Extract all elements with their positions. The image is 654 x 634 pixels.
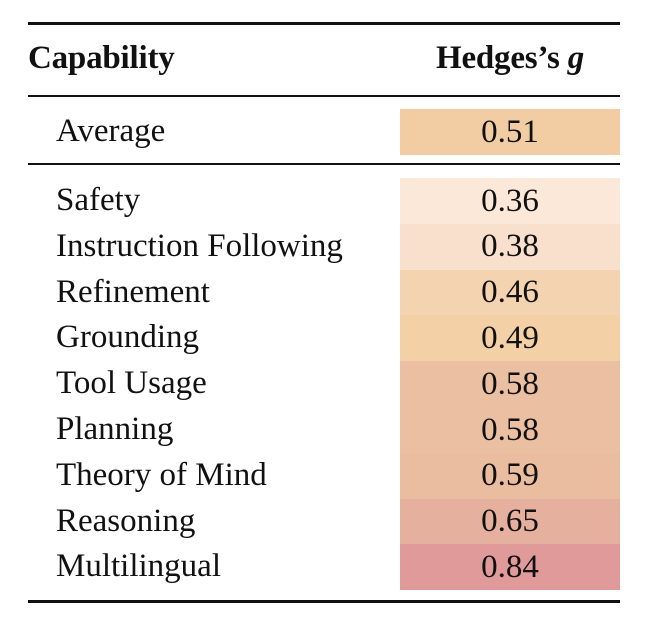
table-row: Theory of Mind 0.59 — [28, 452, 620, 499]
capability-label: Reasoning — [56, 502, 196, 539]
hedges-g-cell: 0.58 — [400, 407, 620, 453]
header-hedges-g: Hedges’s g — [400, 40, 620, 77]
table-row: Grounding 0.49 — [28, 315, 620, 362]
table-row: Tool Usage 0.58 — [28, 361, 620, 408]
hedges-g-value: 0.65 — [481, 503, 539, 540]
hedges-g-cell: 0.65 — [400, 498, 620, 545]
hedges-g-cell: 0.36 — [400, 178, 620, 224]
average-value-cell: 0.51 — [400, 109, 620, 155]
capability-label: Theory of Mind — [56, 456, 267, 493]
header-capability: Capability — [28, 40, 175, 76]
hedges-g-value: 0.38 — [481, 228, 539, 265]
capability-label: Tool Usage — [56, 365, 207, 402]
capability-label: Grounding — [56, 319, 199, 356]
average-rule — [28, 163, 620, 165]
hedges-g-cell: 0.84 — [400, 544, 620, 591]
hedges-g-value: 0.36 — [481, 182, 539, 219]
table-row: Safety 0.36 — [28, 178, 620, 224]
average-row: Average 0.51 — [28, 109, 620, 155]
capability-label: Refinement — [56, 273, 210, 310]
header-metric-prefix: Hedges’s — [435, 40, 568, 76]
header-rule — [28, 95, 620, 97]
capability-label: Multilingual — [56, 548, 221, 585]
hedges-g-cell: 0.38 — [400, 223, 620, 270]
table-row: Instruction Following 0.38 — [28, 223, 620, 270]
table-row: Planning 0.58 — [28, 407, 620, 453]
hedges-g-value: 0.84 — [481, 548, 539, 585]
hedges-g-value: 0.59 — [481, 457, 539, 494]
hedges-g-value: 0.46 — [481, 274, 539, 311]
top-rule — [28, 22, 620, 25]
average-value: 0.51 — [481, 113, 539, 150]
hedges-g-value: 0.49 — [481, 319, 539, 356]
hedges-g-cell: 0.58 — [400, 361, 620, 408]
capability-label: Planning — [56, 411, 174, 447]
capability-label: Instruction Following — [56, 227, 343, 264]
table-row: Multilingual 0.84 — [28, 544, 620, 591]
hedges-g-value: 0.58 — [481, 411, 539, 448]
hedges-g-cell: 0.49 — [400, 315, 620, 362]
table-row: Refinement 0.46 — [28, 269, 620, 316]
hedges-g-value: 0.58 — [481, 365, 539, 402]
hedges-g-cell: 0.46 — [400, 269, 620, 316]
capability-label: Safety — [56, 182, 141, 218]
table-row: Reasoning 0.65 — [28, 498, 620, 545]
average-label: Average — [56, 113, 166, 149]
header-metric-symbol: g — [567, 40, 585, 76]
bottom-rule — [28, 600, 620, 603]
hedges-g-cell: 0.59 — [400, 452, 620, 499]
